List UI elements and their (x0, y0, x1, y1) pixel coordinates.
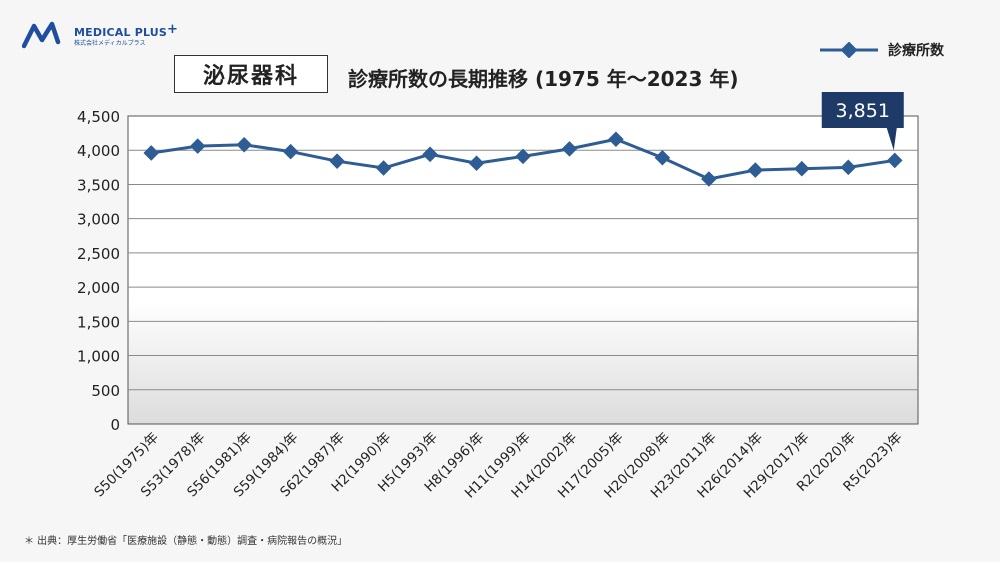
data-point (654, 149, 671, 166)
y-tick-label: 2,500 (77, 245, 120, 263)
data-point (189, 138, 206, 154)
logo-name: MEDICAL PLUS (74, 26, 168, 39)
callout-value-label: 3,851 (836, 100, 890, 122)
data-point (375, 160, 392, 176)
data-point (561, 141, 578, 157)
data-point (468, 155, 485, 172)
y-tick-label: 1,500 (77, 313, 120, 331)
data-point (886, 152, 903, 169)
data-point (608, 131, 624, 148)
legend-label: 診療所数 (888, 43, 944, 59)
data-point (282, 143, 299, 160)
y-tick-label: 3,500 (77, 176, 120, 194)
plot-area (127, 115, 919, 425)
y-tick-label: 3,000 (77, 211, 120, 229)
data-point (515, 148, 531, 165)
value-callout (821, 92, 904, 151)
source-note: ＊ 出典：厚生労働省「医療施設（静態・動態）調査・病院報告の概況」 (24, 536, 348, 547)
logo-subtitle: 株式会社メディカルプラス (74, 40, 146, 47)
data-point (236, 136, 252, 153)
y-tick-label: 2,000 (77, 279, 120, 297)
y-tick-label: 0 (110, 416, 120, 434)
chart-title: 診療所数の長期推移 (1975 年～2023 年) (348, 67, 739, 91)
department-label: 泌尿器科 (174, 55, 328, 93)
y-tick-label: 500 (91, 382, 120, 400)
data-point (794, 160, 810, 177)
y-tick-label: 1,000 (77, 348, 120, 366)
data-point (840, 159, 857, 176)
logo-plus: + (167, 22, 178, 37)
legend: 診療所数 (818, 40, 944, 60)
data-point (747, 162, 764, 178)
y-tick-label: 4,500 (77, 108, 120, 126)
data-point (422, 146, 438, 163)
company-logo: MEDICAL PLUS+ 株式会社メディカルプラス (22, 20, 178, 50)
medical-plus-logo-icon (22, 21, 61, 49)
data-point (701, 171, 717, 187)
data-point (143, 145, 160, 161)
y-tick-label: 4,000 (77, 142, 120, 160)
data-point (329, 153, 345, 169)
legend-line-marker-icon (820, 42, 878, 58)
